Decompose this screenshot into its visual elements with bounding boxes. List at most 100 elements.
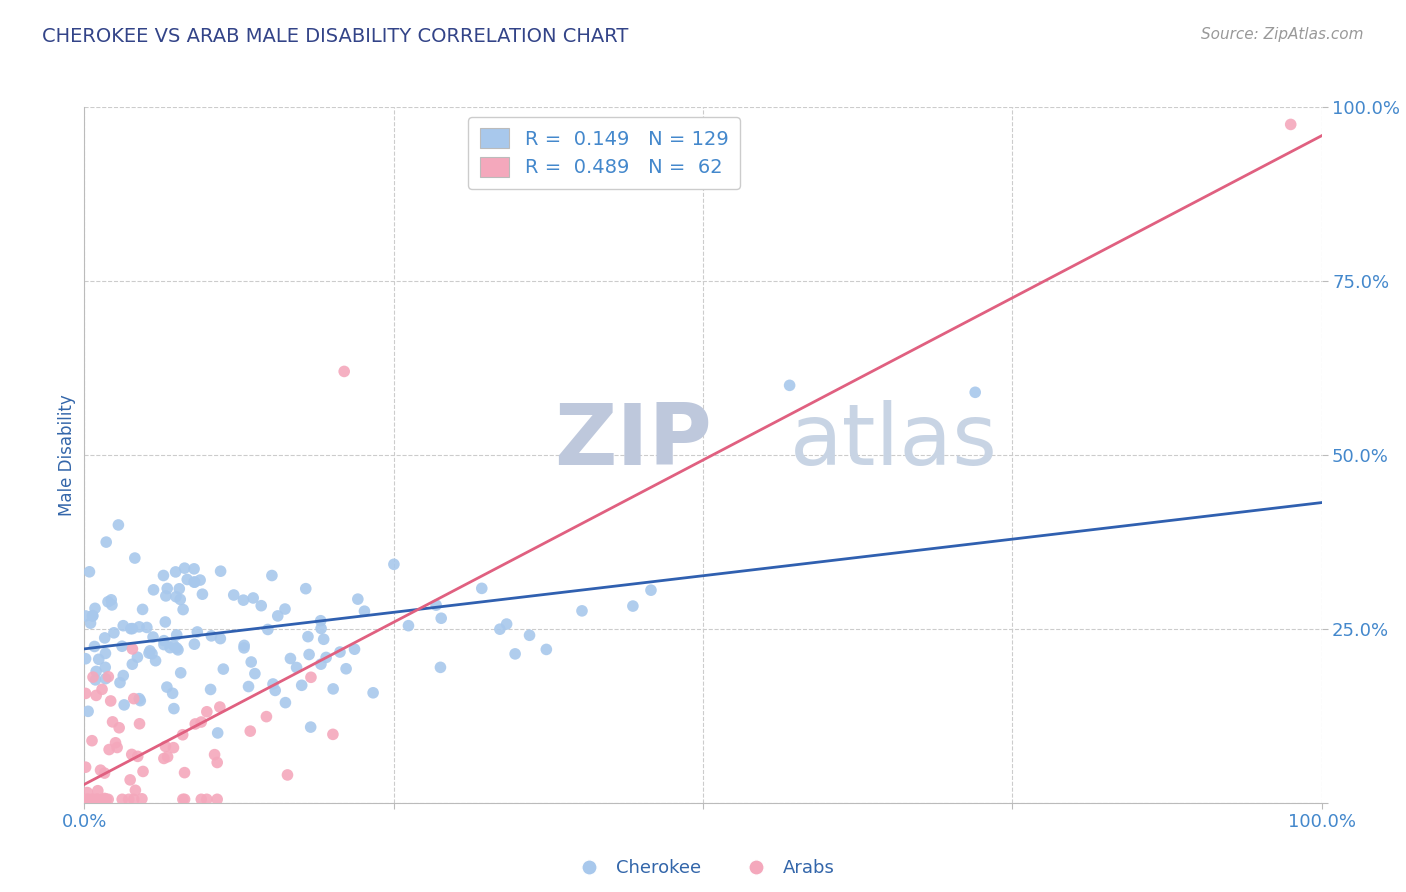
Point (128, 691, 150, 706)
Point (94, 672, 117, 686)
Point (276, 768, 298, 782)
Point (209, 564, 232, 578)
Point (183, 575, 205, 590)
Point (103, 625, 125, 640)
Point (82, 792, 104, 806)
Point (242, 591, 264, 605)
Point (779, 378, 801, 392)
Point (93, 631, 115, 645)
Point (209, 632, 232, 646)
Point (195, 705, 218, 719)
Point (84, 689, 107, 703)
Point (640, 583, 662, 598)
Point (129, 693, 152, 707)
Point (208, 700, 231, 714)
Point (84, 673, 107, 687)
Point (382, 558, 405, 572)
Point (121, 642, 143, 657)
Point (489, 622, 512, 636)
Point (132, 764, 155, 779)
Point (79, 616, 101, 631)
Point (183, 575, 205, 590)
Point (153, 638, 176, 652)
Point (309, 657, 332, 672)
Point (322, 727, 344, 741)
Point (77, 704, 100, 718)
Point (93, 766, 115, 780)
Point (322, 681, 344, 696)
Point (298, 648, 321, 662)
Point (361, 686, 384, 700)
Point (256, 623, 278, 637)
Point (93, 792, 115, 806)
Point (105, 740, 128, 755)
Point (155, 739, 177, 754)
Point (152, 568, 174, 582)
Point (239, 724, 262, 739)
Point (108, 675, 131, 690)
Point (346, 592, 368, 607)
Point (80, 733, 103, 747)
Text: CHEROKEE VS ARAB MALE DISABILITY CORRELATION CHART: CHEROKEE VS ARAB MALE DISABILITY CORRELA… (42, 27, 628, 45)
Point (1279, 117, 1302, 131)
Point (112, 618, 135, 632)
Point (100, 592, 122, 607)
Point (163, 701, 186, 715)
Point (111, 639, 134, 653)
Point (145, 654, 167, 668)
Point (100, 694, 122, 708)
Point (131, 602, 153, 616)
Point (153, 751, 176, 765)
Point (274, 602, 297, 616)
Point (165, 565, 187, 579)
Point (183, 562, 205, 576)
Point (111, 792, 134, 806)
Point (195, 792, 218, 806)
Point (91, 682, 114, 697)
Point (238, 680, 260, 694)
Point (86, 792, 108, 806)
Point (294, 582, 316, 596)
Point (240, 655, 263, 669)
Point (120, 622, 142, 636)
Point (156, 582, 179, 596)
Point (264, 683, 287, 698)
Point (121, 657, 143, 672)
Point (167, 643, 190, 657)
Point (165, 590, 187, 604)
Point (77, 792, 100, 806)
Point (156, 680, 179, 694)
Point (173, 792, 195, 806)
Point (79, 565, 101, 579)
Point (138, 646, 160, 660)
Point (128, 620, 150, 634)
Point (312, 632, 335, 647)
Point (156, 749, 179, 764)
Point (173, 765, 195, 780)
Point (75, 686, 97, 700)
Point (965, 385, 987, 400)
Point (124, 551, 146, 566)
Point (135, 620, 157, 634)
Point (155, 615, 177, 629)
Point (127, 650, 149, 665)
Point (84, 665, 107, 679)
Point (495, 617, 517, 632)
Point (170, 665, 193, 680)
Point (169, 592, 191, 607)
Point (75, 760, 97, 774)
Point (274, 696, 297, 710)
Point (84, 601, 107, 615)
Legend: Cherokee, Arabs: Cherokee, Arabs (564, 852, 842, 884)
Point (87, 783, 110, 797)
Point (122, 792, 145, 806)
Point (250, 599, 273, 613)
Point (190, 714, 212, 729)
Point (621, 599, 644, 613)
Point (118, 792, 141, 806)
Point (162, 740, 184, 755)
Point (232, 593, 254, 607)
Point (191, 587, 214, 601)
Point (112, 668, 135, 682)
Point (430, 611, 453, 625)
